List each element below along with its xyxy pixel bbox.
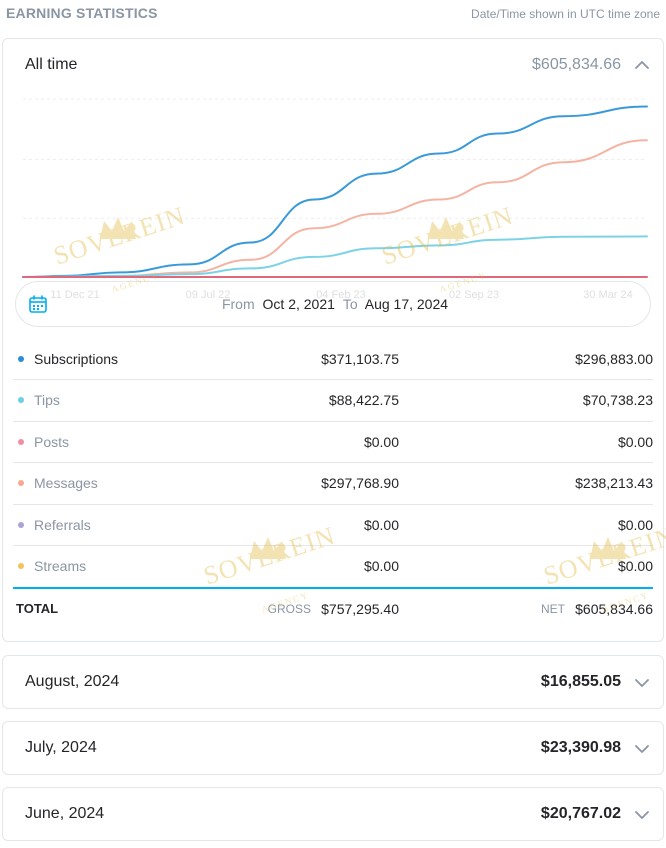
- period-amount: $605,834.66: [532, 56, 621, 73]
- gross-label: GROSS: [267, 602, 311, 617]
- total-row: TOTAL GROSS $757,295.40 NET $605,834.66: [13, 587, 653, 628]
- breakdown-row-streams[interactable]: Streams $0.00 $0.00: [13, 546, 653, 587]
- posts-dot: [18, 438, 24, 445]
- to-date[interactable]: Aug 17, 2024: [364, 296, 449, 312]
- chart-lines: [22, 105, 648, 278]
- total-gross: $757,295.40: [321, 601, 399, 618]
- chevron-down-icon[interactable]: [633, 808, 651, 822]
- month-amount: $20,767.02: [540, 805, 621, 822]
- date-range-text: From Oct 2, 2021 To Aug 17, 2024: [16, 296, 650, 312]
- earnings-breakdown: Subscriptions $371,103.75 $296,883.00 Ti…: [13, 339, 653, 629]
- total-label: TOTAL: [16, 601, 59, 617]
- series-line-tips: [22, 235, 648, 278]
- subscriptions-dot: [18, 356, 24, 362]
- month-card-july-2024[interactable]: July, 2024 $23,390.98: [2, 721, 664, 775]
- month-amount: $16,855.05: [540, 673, 621, 690]
- row-name: Posts: [34, 433, 70, 450]
- month-card-august-2024[interactable]: August, 2024 $16,855.05: [2, 655, 664, 709]
- period-label: All time: [25, 56, 78, 73]
- row-net: $0.00: [617, 557, 653, 574]
- row-name: Referrals: [34, 516, 91, 533]
- from-label: From: [221, 296, 255, 312]
- row-gross: $297,768.90: [321, 475, 399, 492]
- referrals-dot: [18, 521, 24, 528]
- calendar-icon[interactable]: [28, 294, 48, 314]
- row-gross: $0.00: [363, 433, 399, 450]
- timezone-note: Date/Time shown in UTC time zone: [471, 7, 660, 21]
- breakdown-row-subscriptions[interactable]: Subscriptions $371,103.75 $296,883.00: [13, 339, 653, 381]
- month-label: June, 2024: [25, 805, 105, 822]
- series-line-messages: [22, 139, 648, 278]
- streams-dot: [18, 562, 24, 569]
- breakdown-row-posts[interactable]: Posts $0.00 $0.00: [13, 422, 653, 464]
- earnings-line-chart: 11 Dec 2109 Jul 2204 Feb 2302 Sep 2330 M…: [22, 98, 648, 301]
- row-name: Streams: [34, 557, 87, 574]
- row-gross: $0.00: [363, 557, 399, 574]
- page-title: EARNING STATISTICS: [6, 5, 158, 21]
- series-line-subscriptions: [22, 105, 648, 278]
- row-name: Subscriptions: [34, 351, 119, 367]
- to-label: To: [342, 296, 358, 312]
- breakdown-row-messages[interactable]: Messages $297,768.90 $238,213.43: [13, 463, 653, 505]
- month-card-june-2024[interactable]: June, 2024 $20,767.02: [2, 787, 664, 841]
- date-range-picker[interactable]: From Oct 2, 2021 To Aug 17, 2024: [15, 281, 651, 327]
- all-time-header[interactable]: All time $605,834.66: [3, 39, 663, 93]
- row-net: $0.00: [617, 433, 653, 450]
- row-gross: $0.00: [363, 516, 399, 533]
- tips-dot: [18, 397, 24, 404]
- messages-dot: [18, 480, 24, 487]
- row-gross: $88,422.75: [328, 392, 399, 409]
- row-net: $296,883.00: [575, 351, 653, 367]
- breakdown-row-tips[interactable]: Tips $88,422.75 $70,738.23: [13, 380, 653, 422]
- row-net: $238,213.43: [575, 475, 653, 492]
- page-header: EARNING STATISTICS Date/Time shown in UT…: [0, 0, 666, 34]
- month-label: July, 2024: [25, 739, 97, 756]
- total-net: $605,834.66: [575, 601, 653, 618]
- breakdown-row-referrals[interactable]: Referrals $0.00 $0.00: [13, 505, 653, 546]
- row-name: Tips: [34, 392, 60, 409]
- month-amount: $23,390.98: [540, 739, 621, 756]
- all-time-card: All time $605,834.66 11 Dec 2109 Jul 220…: [2, 38, 664, 642]
- chart-grid: [23, 98, 647, 219]
- chevron-down-icon[interactable]: [633, 676, 651, 690]
- from-date[interactable]: Oct 2, 2021: [262, 296, 335, 312]
- row-gross: $371,103.75: [321, 351, 399, 367]
- row-net: $0.00: [617, 516, 653, 533]
- chevron-down-icon[interactable]: [633, 742, 651, 756]
- row-name: Messages: [34, 475, 98, 492]
- chevron-up-icon[interactable]: [633, 58, 651, 72]
- row-net: $70,738.23: [582, 392, 653, 409]
- net-label: NET: [541, 602, 565, 617]
- month-label: August, 2024: [25, 673, 120, 690]
